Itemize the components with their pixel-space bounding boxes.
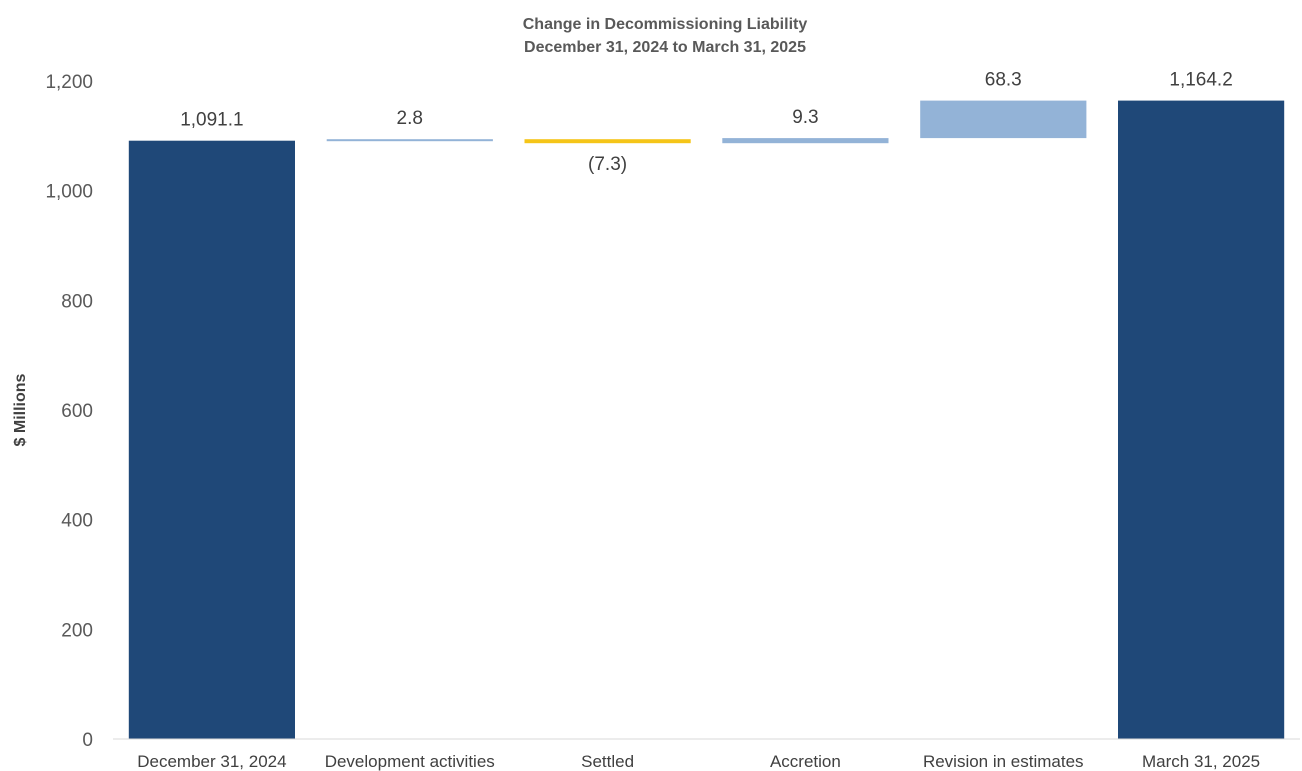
y-tick-label: 600 [61, 401, 93, 422]
bar-0 [128, 140, 295, 739]
bar-5 [1118, 100, 1285, 740]
data-labels-group: 1,091.1 2.8 (7.3) 9.3 68.3 1,164.2 [180, 70, 1233, 176]
y-axis: 0 200 400 600 800 1,000 1,200 [45, 72, 93, 751]
chart-subtitle: December 31, 2024 to March 31, 2025 [524, 39, 806, 56]
x-axis: December 31, 2024 Development activities S… [137, 752, 1260, 771]
chart-title: Change in Decommissioning Liability [523, 16, 808, 33]
data-label: 1,164.2 [1169, 70, 1232, 91]
bar-2 [524, 139, 691, 144]
bar-3 [722, 138, 889, 144]
x-tick-label: Settled [581, 752, 634, 771]
y-tick-label: 400 [61, 511, 93, 532]
bars-group [128, 100, 1285, 740]
x-tick-label: December 31, 2024 [137, 752, 286, 771]
y-tick-label: 800 [61, 291, 93, 312]
data-label: 9.3 [792, 107, 818, 128]
x-tick-label: Accretion [770, 752, 841, 771]
x-tick-label: Development activities [325, 752, 495, 771]
y-tick-label: 0 [82, 730, 93, 751]
x-tick-label: Revision in estimates [923, 752, 1084, 771]
x-tick-label: March 31, 2025 [1142, 752, 1260, 771]
bar-4 [920, 100, 1087, 139]
y-axis-title: $ Millions [12, 373, 29, 446]
y-tick-label: 200 [61, 620, 93, 641]
data-label: (7.3) [588, 154, 627, 175]
data-label: 1,091.1 [180, 110, 243, 131]
data-label: 68.3 [985, 70, 1022, 91]
bar-1 [326, 139, 493, 142]
y-tick-label: 1,200 [45, 72, 93, 93]
data-label: 2.8 [397, 108, 423, 129]
y-tick-label: 1,000 [45, 182, 93, 203]
